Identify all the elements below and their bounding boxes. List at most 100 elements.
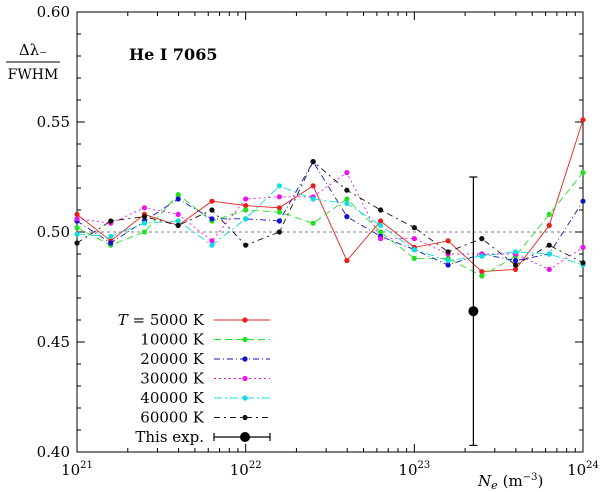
legend-experiment-marker bbox=[240, 432, 250, 442]
data-point bbox=[108, 240, 114, 246]
data-point bbox=[344, 200, 350, 206]
data-point bbox=[378, 218, 384, 224]
data-point bbox=[276, 218, 283, 224]
x-tick-label: 1021 bbox=[61, 460, 93, 479]
xlabel: Ne (m−3) bbox=[477, 472, 543, 492]
x-tick-label: 1023 bbox=[398, 460, 430, 479]
data-point bbox=[378, 236, 384, 242]
data-point bbox=[546, 251, 552, 257]
ylabel-numerator: Δλ₋ bbox=[19, 41, 47, 59]
data-point bbox=[175, 218, 181, 224]
experiment-point bbox=[468, 306, 479, 317]
data-point bbox=[344, 170, 350, 176]
data-point bbox=[445, 262, 451, 268]
data-point bbox=[445, 249, 451, 255]
data-point bbox=[445, 258, 451, 264]
data-point bbox=[276, 205, 283, 211]
annotation-label: He I 7065 bbox=[129, 45, 217, 64]
data-point bbox=[580, 198, 586, 204]
series-line-60000-k bbox=[76, 160, 584, 266]
legend-label: 60000 K bbox=[140, 409, 204, 427]
data-point bbox=[344, 196, 350, 202]
data-point bbox=[310, 196, 316, 202]
data-point bbox=[378, 207, 384, 213]
legend-label: 10000 K bbox=[140, 331, 204, 349]
data-point bbox=[479, 269, 485, 275]
data-point bbox=[546, 266, 552, 272]
data-point bbox=[276, 229, 283, 235]
xlabel-symbol: N bbox=[477, 472, 492, 490]
data-point bbox=[411, 255, 417, 261]
y-tick-label: 0.55 bbox=[37, 113, 70, 131]
series-line-30000-k bbox=[76, 171, 584, 270]
data-point bbox=[310, 220, 316, 226]
data-point bbox=[243, 242, 249, 248]
data-point bbox=[175, 211, 181, 217]
series-line-10000-k bbox=[76, 172, 584, 277]
legend-marker bbox=[242, 336, 248, 343]
data-point bbox=[276, 209, 283, 215]
legend-label-experiment: This exp. bbox=[135, 428, 204, 446]
data-point bbox=[276, 194, 283, 200]
data-point bbox=[175, 222, 181, 228]
series-line-20000-k bbox=[76, 160, 584, 266]
data-point bbox=[479, 253, 485, 259]
legend-label: T = 5000 K bbox=[118, 311, 205, 329]
legend-marker bbox=[242, 414, 248, 421]
data-point bbox=[445, 238, 451, 244]
legend-label: 40000 K bbox=[140, 389, 204, 407]
data-point bbox=[175, 196, 181, 202]
y-tick-label: 0.50 bbox=[37, 223, 70, 241]
series-line-40000-k bbox=[76, 185, 584, 266]
data-point bbox=[74, 240, 80, 246]
data-point bbox=[580, 260, 586, 266]
data-point bbox=[141, 205, 148, 211]
data-point bbox=[479, 273, 485, 279]
y-tick-label: 0.60 bbox=[37, 3, 70, 21]
data-point bbox=[209, 242, 215, 248]
data-point bbox=[411, 236, 417, 242]
data-point bbox=[209, 198, 215, 204]
data-point bbox=[276, 183, 283, 189]
legend-label: 30000 K bbox=[140, 370, 204, 388]
data-point bbox=[378, 222, 384, 228]
xlabel-unit-close: ) bbox=[537, 472, 543, 490]
data-point bbox=[512, 262, 519, 268]
legend-label: 20000 K bbox=[140, 350, 204, 368]
data-point bbox=[580, 117, 586, 123]
data-point bbox=[546, 222, 552, 228]
data-point bbox=[512, 258, 519, 264]
data-point bbox=[411, 225, 417, 231]
data-point bbox=[141, 220, 148, 226]
x-tick-label: 1022 bbox=[230, 460, 262, 479]
data-point bbox=[378, 229, 384, 235]
series-line-5000-k bbox=[76, 119, 584, 273]
data-point bbox=[209, 238, 215, 244]
data-point bbox=[546, 242, 552, 248]
data-point bbox=[310, 183, 316, 189]
data-point bbox=[546, 211, 552, 217]
data-point bbox=[512, 249, 519, 255]
x-tick-label: 1024 bbox=[567, 460, 599, 479]
data-point bbox=[411, 247, 417, 253]
data-point bbox=[479, 236, 485, 242]
data-point bbox=[74, 231, 80, 237]
data-point bbox=[512, 266, 519, 272]
xlabel-unit-exponent: −3 bbox=[523, 472, 538, 483]
ylabel-denominator: FWHM bbox=[8, 67, 59, 83]
data-point bbox=[175, 192, 181, 198]
data-point bbox=[141, 214, 148, 220]
y-tick-label: 0.40 bbox=[37, 443, 70, 461]
legend-marker bbox=[242, 375, 248, 382]
data-point bbox=[141, 229, 148, 235]
data-point bbox=[209, 216, 215, 222]
data-point bbox=[108, 233, 114, 239]
data-point bbox=[344, 258, 350, 264]
data-point bbox=[209, 207, 215, 213]
legend-marker bbox=[242, 395, 248, 401]
data-point bbox=[74, 225, 80, 231]
data-point bbox=[580, 170, 586, 176]
data-point bbox=[74, 211, 80, 217]
